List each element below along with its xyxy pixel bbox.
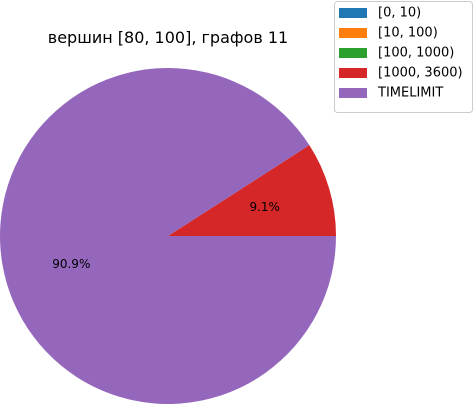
pie-slice	[168, 145, 336, 236]
legend-label: TIMELIMIT	[377, 86, 443, 101]
pie-slices	[0, 68, 336, 404]
legend-frame	[334, 1, 473, 113]
legend-swatch	[339, 88, 367, 98]
legend-swatch	[339, 28, 367, 38]
legend-label: [0, 10)	[378, 6, 421, 21]
legend-swatch	[339, 8, 367, 18]
legend-label: [100, 1000)	[378, 46, 454, 61]
pie-slice	[0, 68, 336, 404]
legend-label: [1000, 3600)	[378, 66, 463, 81]
percent-labels: 9.1% 90.9%	[52, 200, 280, 271]
legend-swatch	[339, 68, 367, 78]
slice-percent-label: 90.9%	[52, 257, 90, 271]
legend: [0, 10) [10, 100) [100, 1000) [1000, 3600) T…	[334, 1, 473, 113]
slice-percent-label: 9.1%	[249, 200, 280, 214]
legend-swatch	[339, 48, 367, 58]
chart-title: вершин [80, 100], графов 11	[48, 28, 288, 47]
legend-label: [10, 100)	[378, 26, 438, 41]
